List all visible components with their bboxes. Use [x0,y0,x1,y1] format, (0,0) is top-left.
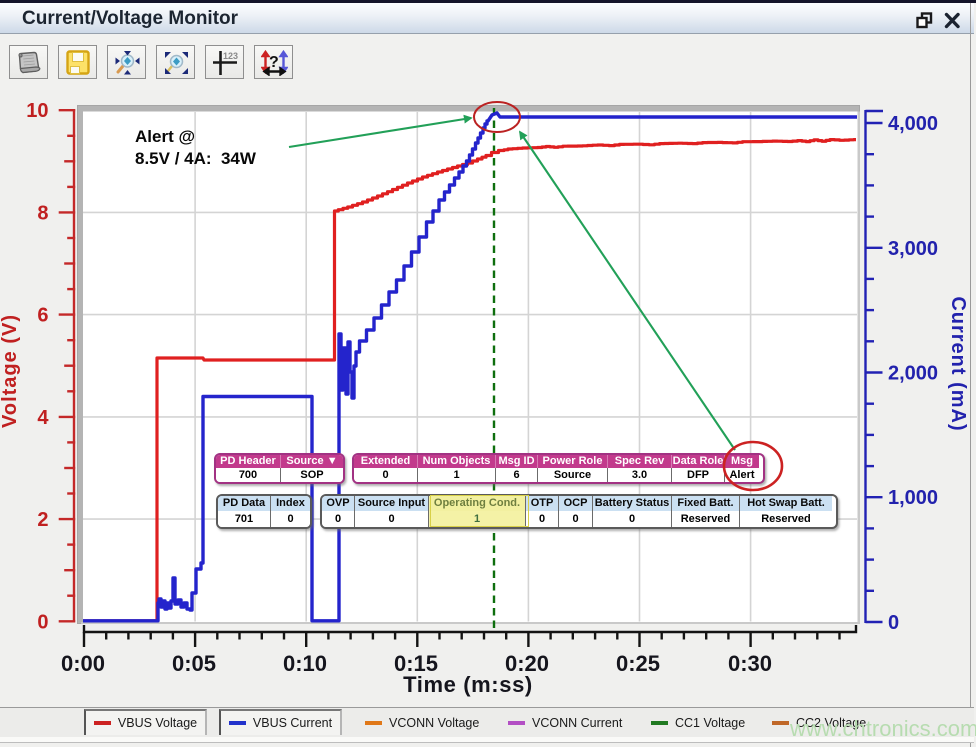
svg-text:0:15: 0:15 [394,651,438,676]
svg-text:Voltage (V): Voltage (V) [0,314,21,428]
svg-text:Current (mA): Current (mA) [947,296,969,431]
svg-text:0:10: 0:10 [283,651,327,676]
svg-text:6: 6 [37,305,48,327]
svg-text:8: 8 [37,202,48,224]
svg-text:0:25: 0:25 [616,651,660,676]
svg-text:4: 4 [37,407,49,429]
svg-text:2: 2 [37,509,48,531]
svg-text:1,000: 1,000 [888,487,938,509]
svg-text:10: 10 [26,100,48,122]
svg-text:0:20: 0:20 [505,651,549,676]
svg-text:123: 123 [223,51,238,61]
svg-text:2,000: 2,000 [888,363,938,385]
svg-text:4,000: 4,000 [888,113,938,135]
svg-text:0:30: 0:30 [728,651,772,676]
svg-text:0:05: 0:05 [172,651,216,676]
svg-text:Time (m:ss): Time (m:ss) [403,672,533,697]
svg-text:0:00: 0:00 [61,651,105,676]
svg-text:3,000: 3,000 [888,238,938,260]
svg-text:0: 0 [888,612,899,634]
svg-text:?: ? [269,54,279,71]
svg-text:0: 0 [37,611,48,633]
